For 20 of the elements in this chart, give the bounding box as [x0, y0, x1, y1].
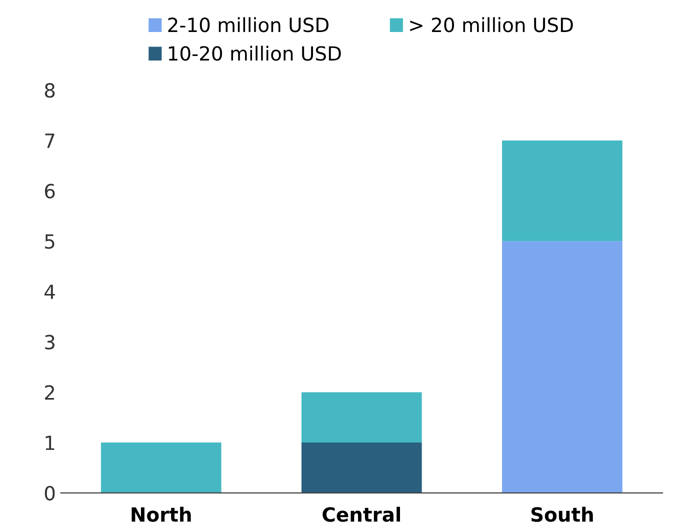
x-tick-label: North: [132, 506, 191, 522]
legend-label: > 20 million USD: [410, 17, 573, 32]
y-tick-label: 8: [44, 83, 55, 98]
bar: [301, 442, 422, 493]
bar: [502, 140, 622, 242]
legend-label: 10-20 million USD: [168, 46, 341, 61]
y-tick-label: 4: [44, 284, 55, 299]
y-tick-label: 1: [46, 436, 54, 450]
bar: [301, 392, 422, 443]
y-tick-label: 3: [45, 334, 54, 350]
y-tick-label: 7: [45, 134, 54, 148]
y-tick-label: 6: [44, 184, 55, 198]
x-tick-label: Central: [322, 506, 400, 522]
x-tick-label: South: [531, 506, 593, 522]
bar: [100, 442, 222, 493]
legend-label: 2-10 million USD: [168, 17, 328, 32]
y-tick-label: 0: [44, 486, 55, 501]
y-tick-label: 2: [45, 385, 54, 400]
bar: [502, 241, 622, 493]
y-tick-label: 5: [45, 234, 54, 249]
